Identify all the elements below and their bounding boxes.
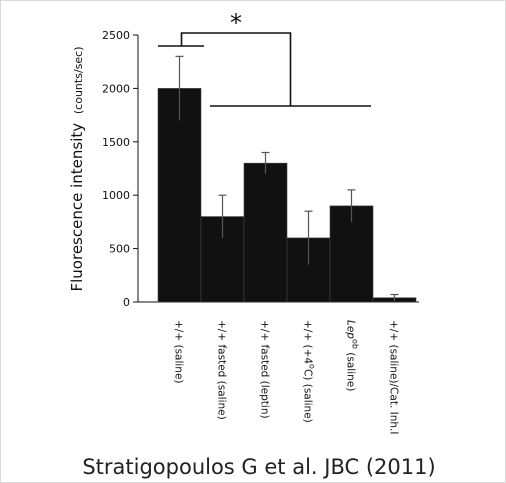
significance-marker: *: [230, 9, 242, 37]
bracket-connector: [180, 32, 292, 106]
category-label-suffix: C) (saline): [302, 369, 314, 423]
category-label-text: +/+ (saline)/Cat. Inh.I: [388, 320, 400, 434]
y-axis-label-main: Fluorescence intensity: [68, 123, 86, 292]
bar: [329, 205, 374, 303]
category-label-text: +/+ (+4: [302, 320, 314, 364]
category-label: +/+ (saline): [173, 320, 185, 384]
error-bars: [175, 55, 399, 301]
y-tick-label: 0: [123, 296, 130, 309]
category-label: +/+ fasted (saline): [216, 320, 228, 420]
category-label: +/+ (saline)/Cat. Inh.I: [388, 320, 400, 434]
category-labels: +/+ (saline) +/+ fasted (saline) +/+ faste…: [173, 320, 400, 434]
y-tick-label: 1500: [102, 136, 130, 149]
category-label-suffix: (saline): [345, 349, 357, 391]
bars: [157, 88, 417, 303]
category-label: Lepob (saline): [345, 320, 360, 391]
y-axis-label-unit: (counts/sec): [72, 46, 85, 114]
y-axis-label: Fluorescence intensity (counts/sec): [68, 46, 86, 291]
y-tick-label: 2500: [102, 29, 130, 42]
category-label-text: +/+ fasted (saline): [216, 320, 228, 420]
category-label: +/+ fasted (leptin): [259, 320, 271, 419]
axes: 0 500 1000 1500 2000 2500: [102, 29, 419, 309]
category-label-superscript: ob: [351, 339, 360, 349]
category-label-prefix: Lep: [345, 320, 357, 339]
category-label: +/+ (+4oC) (saline): [302, 320, 317, 423]
source-citation: Stratigopoulos G et al. JBC (2011): [82, 455, 435, 479]
bar: [243, 162, 288, 303]
category-label-text: +/+ fasted (leptin): [259, 320, 271, 419]
significance-bracket: *: [158, 9, 371, 107]
category-label-text: +/+ (saline): [173, 320, 185, 384]
y-tick-label: 2000: [102, 82, 130, 95]
y-tick-label: 500: [109, 243, 130, 256]
category-label-superscript: o: [308, 364, 317, 369]
y-tick-label: 1000: [102, 189, 130, 202]
